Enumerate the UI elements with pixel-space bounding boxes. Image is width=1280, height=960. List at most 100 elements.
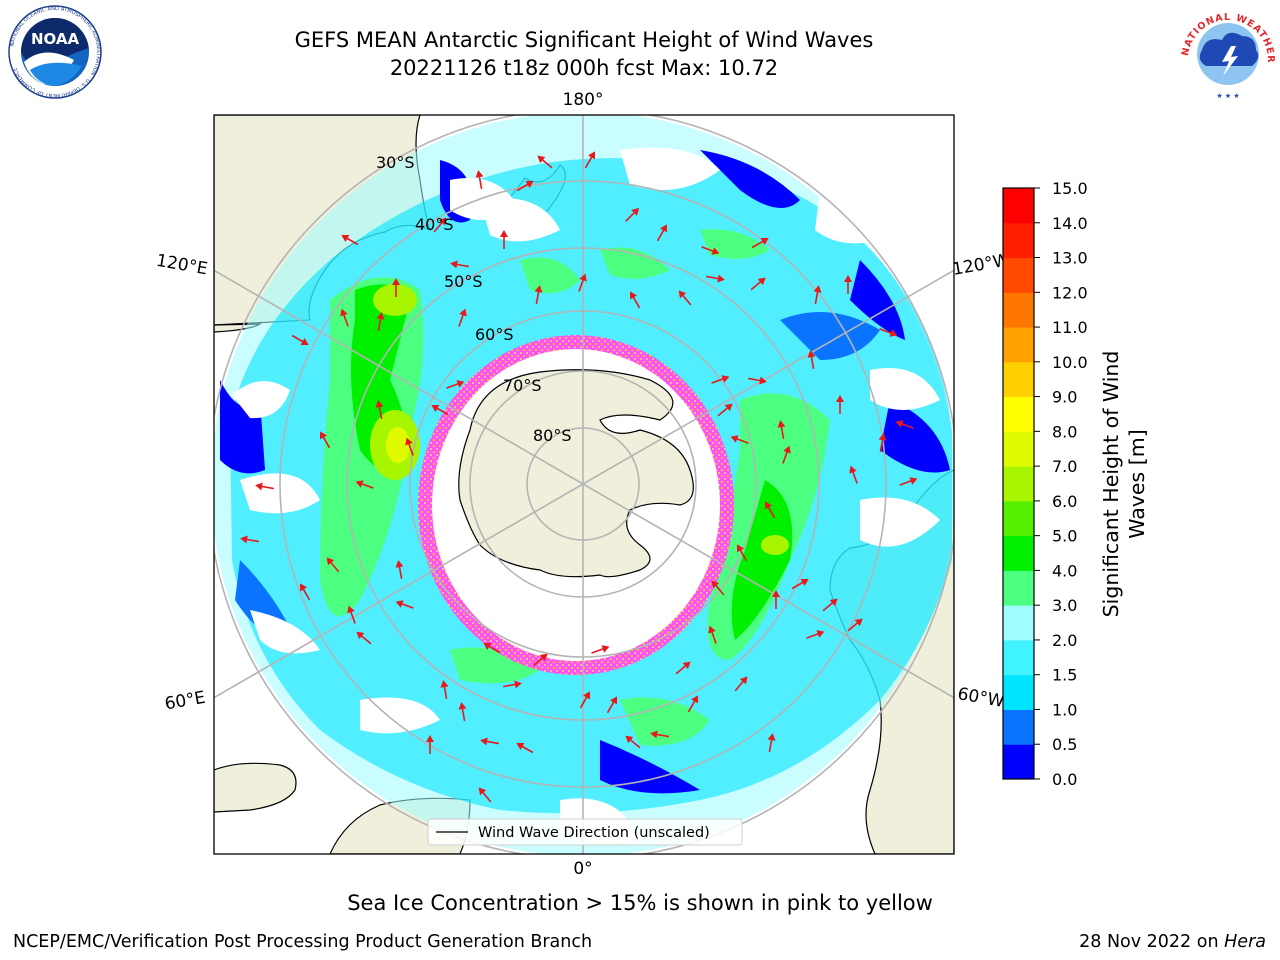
- wave-arrow: [737, 544, 748, 562]
- wave-arrow: [341, 235, 359, 246]
- wave-arrow: [240, 535, 260, 544]
- wave-arrow: [340, 308, 349, 327]
- wave-arrow: [395, 600, 414, 609]
- wave-arrow: [347, 605, 356, 624]
- wave-arrow: [767, 733, 776, 753]
- lon-label-120e: 120°E: [155, 251, 209, 280]
- wave-arrow: [291, 334, 309, 345]
- wave-arrow: [392, 278, 400, 297]
- wave-arrow: [475, 170, 484, 190]
- wave-arrow: [405, 437, 414, 456]
- wave-arrow: [502, 680, 522, 689]
- footer-date: 28 Nov 2022 on Hera: [1079, 932, 1266, 952]
- wave-arrow: [806, 630, 825, 639]
- lat-label-30s: 30°S: [376, 153, 415, 172]
- wave-arrow: [606, 696, 617, 714]
- wave-arrow: [591, 645, 610, 654]
- wave-arrow: [579, 691, 590, 709]
- wave-arrow: [625, 735, 641, 749]
- lat-label-50s: 50°S: [444, 272, 483, 291]
- madagascar: [214, 762, 297, 813]
- footer-host: Hera: [1224, 932, 1266, 952]
- wave-arrow: [300, 583, 311, 601]
- wave-arrow: [578, 273, 587, 292]
- sea-ice-note: Sea Ice Concentration > 15% is shown in …: [347, 891, 933, 915]
- antarctica: [458, 369, 694, 578]
- wave-direction-arrows: [240, 151, 918, 803]
- noaa-logo: NOAA NATIONAL OCEANIC AND ATMOSPHERIC AD…: [8, 5, 102, 99]
- lat-label-60s: 60°S: [475, 325, 514, 344]
- wave-arrow: [791, 579, 809, 590]
- lon-label-180: 180°: [563, 90, 604, 110]
- nws-logo: NATIONAL WEATHER SERVICE ★ ★ ★: [1176, 6, 1275, 100]
- wave-arrow: [822, 598, 838, 612]
- wave-arrow: [734, 676, 748, 692]
- lon-label-60e: 60°E: [163, 688, 207, 715]
- wave-arrow: [708, 625, 717, 644]
- wave-arrow: [446, 380, 465, 389]
- wave-arrow: [849, 465, 858, 484]
- wave-arrow: [458, 702, 467, 722]
- wave-arrow: [847, 618, 863, 632]
- wave-arrow: [483, 643, 501, 654]
- wave-arrow: [675, 661, 691, 675]
- wave-arrow: [433, 217, 447, 233]
- lat-label-40s: 40°S: [415, 215, 454, 234]
- wave-arrow: [765, 501, 776, 519]
- wave-arrow: [431, 405, 449, 416]
- noaa-logo-text: NOAA: [31, 30, 80, 48]
- wave-arrow: [320, 431, 331, 449]
- wave-arrow: [844, 275, 852, 294]
- wave-arrow: [375, 400, 384, 420]
- map-legend: Wind Wave Direction (unscaled): [427, 818, 743, 846]
- wave-arrow: [478, 787, 492, 803]
- wave-arrow: [356, 631, 372, 645]
- wave-arrow: [678, 290, 692, 306]
- lon-label-60w: 60°W: [956, 684, 1006, 712]
- wave-arrow: [532, 653, 548, 667]
- wave-arrow: [782, 445, 791, 464]
- wave-arrow: [440, 680, 449, 700]
- map-title: GEFS MEAN Antarctic Significant Height o…: [294, 28, 874, 52]
- wave-arrow: [730, 435, 749, 444]
- wave-arrow: [701, 246, 720, 255]
- wave-arrow: [656, 224, 667, 242]
- wave-arrow: [878, 433, 887, 453]
- wave-arrow: [450, 260, 470, 269]
- lon-label-0: 0°: [573, 859, 592, 879]
- wave-arrow: [625, 207, 640, 222]
- lat-label-70s: 70°S: [503, 376, 542, 395]
- wave-arrow: [630, 291, 641, 309]
- wave-arrow: [711, 375, 730, 384]
- graticule: [214, 115, 954, 854]
- wave-arrow: [650, 730, 670, 739]
- legend-label: Wind Wave Direction (unscaled): [478, 825, 710, 841]
- svg-text:★ ★ ★: ★ ★ ★: [1216, 92, 1239, 100]
- wave-arrow: [687, 695, 698, 713]
- map-subtitle: 20221126 t18z 000h fcst Max: 10.72: [389, 56, 779, 80]
- wave-arrow: [326, 557, 340, 573]
- footer-credit: NCEP/EMC/Verification Post Processing Pr…: [13, 932, 593, 952]
- wave-arrow: [516, 743, 534, 754]
- wave-arrow: [747, 376, 767, 385]
- wave-arrow: [879, 328, 898, 337]
- wave-arrow: [836, 395, 844, 414]
- wave-arrow: [534, 285, 543, 305]
- wave-arrow: [516, 181, 534, 192]
- wave-arrow: [584, 151, 595, 169]
- wave-arrow: [500, 230, 508, 249]
- wave-arrow: [711, 580, 725, 596]
- wave-arrow: [807, 350, 816, 370]
- lon-label-120w: 120°W: [951, 250, 1012, 280]
- wave-arrow: [395, 560, 404, 580]
- wave-arrow: [813, 285, 822, 305]
- wave-arrow: [717, 403, 733, 417]
- map-frame: [213, 114, 955, 855]
- wave-arrow: [480, 737, 500, 746]
- wave-arrow: [458, 308, 467, 327]
- wave-arrow: [750, 277, 766, 291]
- footer-date-text: 28 Nov 2022 on: [1079, 932, 1219, 952]
- wave-arrow: [772, 590, 780, 609]
- lat-label-80s: 80°S: [533, 426, 572, 445]
